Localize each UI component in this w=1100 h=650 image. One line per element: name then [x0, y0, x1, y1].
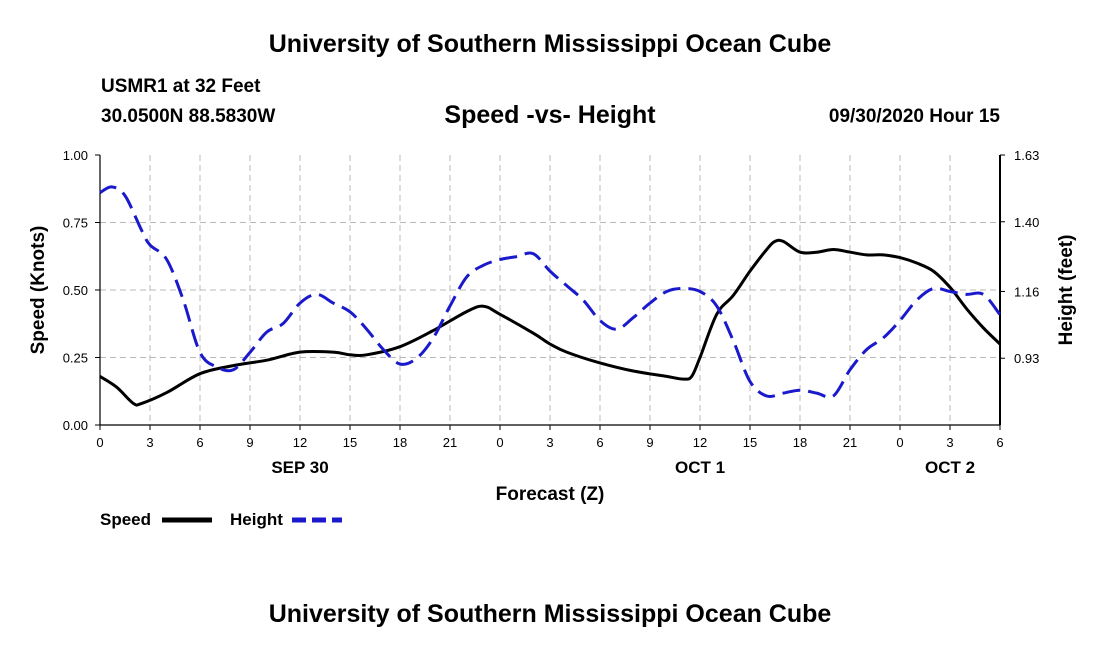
y-right-tick-label: 1.16 [1014, 284, 1039, 299]
x-tick-label: 18 [393, 435, 407, 450]
footer-title: University of Southern Mississippi Ocean… [268, 600, 832, 628]
axes [95, 154, 1005, 430]
y-right-tick-label: 0.93 [1014, 351, 1039, 366]
x-tick-label: 0 [96, 435, 103, 450]
x-tick-label: 0 [896, 435, 903, 450]
date-label: SEP 30 [271, 458, 328, 477]
coordinates-label: 30.0500N 88.5830W [101, 106, 276, 127]
y-left-tick-label: 1.00 [63, 148, 88, 163]
x-tick-label: 3 [546, 435, 553, 450]
x-tick-label: 0 [496, 435, 503, 450]
x-axis-label: Forecast (Z) [496, 484, 605, 505]
x-tick-label: 12 [693, 435, 707, 450]
series-line-speed [99, 238, 1002, 407]
x-tick-label: 15 [343, 435, 357, 450]
x-tick-label: 3 [946, 435, 953, 450]
x-tick-label: 21 [843, 435, 857, 450]
x-tick-label: 9 [646, 435, 653, 450]
y-left-tick-label: 0.75 [63, 216, 88, 231]
y-left-tick-label: 0.00 [63, 418, 88, 433]
x-tick-label: 15 [743, 435, 757, 450]
grid-lines [100, 155, 1000, 425]
legend: Speed Height [100, 510, 342, 529]
y-left-tick-label: 0.25 [63, 351, 88, 366]
legend-label-height: Height [230, 510, 283, 529]
y-axis-right-label: Height (feet) [1056, 235, 1077, 346]
tick-labels: 0 3 6 9 12 15 18 21 0 3 6 9 12 15 18 21 0 3 6 0.00 0.25 0.50 0… [63, 148, 1040, 477]
x-tick-label: 3 [146, 435, 153, 450]
x-tick-label: 21 [443, 435, 457, 450]
date-label: OCT 2 [925, 458, 975, 477]
station-label: USMR1 at 32 Feet [101, 76, 261, 97]
x-tick-label: 18 [793, 435, 807, 450]
legend-label-speed: Speed [100, 510, 151, 529]
series-lines [99, 185, 1002, 407]
x-tick-label: 6 [196, 435, 203, 450]
x-tick-label: 6 [996, 435, 1003, 450]
date-label: OCT 1 [675, 458, 725, 477]
series-line-height [99, 185, 1002, 399]
y-axis-left-label: Speed (Knots) [28, 226, 49, 355]
chart-title: Speed -vs- Height [444, 101, 656, 129]
x-tick-label: 12 [293, 435, 307, 450]
y-right-tick-label: 1.40 [1014, 215, 1039, 230]
y-left-tick-label: 0.50 [63, 283, 88, 298]
x-tick-label: 9 [246, 435, 253, 450]
x-tick-label: 6 [596, 435, 603, 450]
page-title: University of Southern Mississippi Ocean… [268, 30, 832, 58]
forecast-datetime: 09/30/2020 Hour 15 [828, 106, 1000, 127]
y-right-tick-label: 1.63 [1014, 148, 1039, 163]
